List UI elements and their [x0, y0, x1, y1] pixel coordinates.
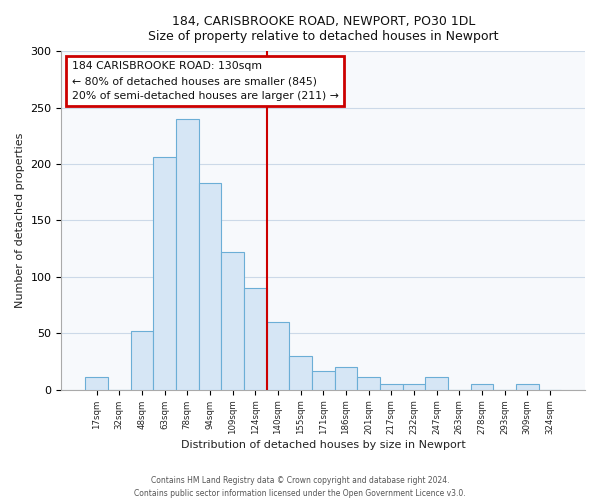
Bar: [199, 183, 221, 390]
Title: 184, CARISBROOKE ROAD, NEWPORT, PO30 1DL
Size of property relative to detached h: 184, CARISBROOKE ROAD, NEWPORT, PO30 1DL…: [148, 15, 499, 43]
Bar: [289, 356, 312, 390]
Bar: [335, 368, 357, 390]
Bar: [425, 378, 448, 390]
X-axis label: Distribution of detached houses by size in Newport: Distribution of detached houses by size …: [181, 440, 466, 450]
Text: 184 CARISBROOKE ROAD: 130sqm
← 80% of detached houses are smaller (845)
20% of s: 184 CARISBROOKE ROAD: 130sqm ← 80% of de…: [72, 62, 339, 101]
Bar: [470, 384, 493, 390]
Y-axis label: Number of detached properties: Number of detached properties: [15, 133, 25, 308]
Text: Contains HM Land Registry data © Crown copyright and database right 2024.
Contai: Contains HM Land Registry data © Crown c…: [134, 476, 466, 498]
Bar: [266, 322, 289, 390]
Bar: [380, 384, 403, 390]
Bar: [357, 378, 380, 390]
Bar: [403, 384, 425, 390]
Bar: [244, 288, 266, 390]
Bar: [85, 378, 108, 390]
Bar: [176, 119, 199, 390]
Bar: [312, 370, 335, 390]
Bar: [131, 331, 153, 390]
Bar: [153, 157, 176, 390]
Bar: [516, 384, 539, 390]
Bar: [221, 252, 244, 390]
